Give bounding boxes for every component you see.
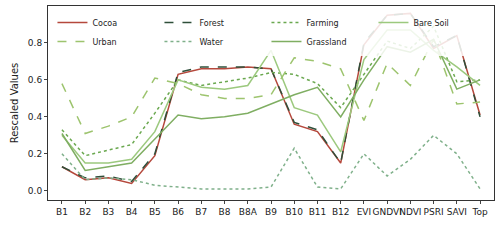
svg-text:SAVI: SAVI [447,207,467,217]
svg-text:EVI: EVI [357,207,372,217]
svg-text:Bare Soil: Bare Soil [413,19,448,28]
svg-text:B9: B9 [265,207,277,217]
svg-text:B2: B2 [79,207,91,217]
svg-text:Water: Water [199,38,223,47]
svg-text:B1: B1 [56,207,68,217]
svg-text:Forest: Forest [199,19,224,28]
svg-text:B7: B7 [195,207,207,217]
svg-text:PSRI: PSRI [424,207,444,217]
svg-text:0.8: 0.8 [28,38,43,48]
svg-text:Cocoa: Cocoa [92,19,117,28]
svg-text:B5: B5 [149,207,161,217]
svg-text:0.6: 0.6 [28,75,43,85]
svg-text:B11: B11 [309,207,327,217]
svg-text:Rescaled Values: Rescaled Values [9,63,20,144]
svg-text:B8A: B8A [239,207,258,217]
svg-text:0.2: 0.2 [28,149,42,159]
svg-text:0.0: 0.0 [28,186,43,196]
svg-text:B8: B8 [219,207,231,217]
svg-text:Grassland: Grassland [306,38,346,47]
svg-text:0.4: 0.4 [28,112,43,122]
svg-text:Farming: Farming [306,19,338,28]
svg-text:GNDVI: GNDVI [373,207,402,217]
svg-text:B4: B4 [126,207,138,217]
svg-text:B10: B10 [285,207,303,217]
svg-text:B6: B6 [172,207,184,217]
svg-text:Urban: Urban [92,38,116,47]
svg-text:B3: B3 [102,207,114,217]
svg-text:B12: B12 [332,207,350,217]
svg-text:Top: Top [471,207,487,217]
svg-text:NDVI: NDVI [399,207,421,217]
